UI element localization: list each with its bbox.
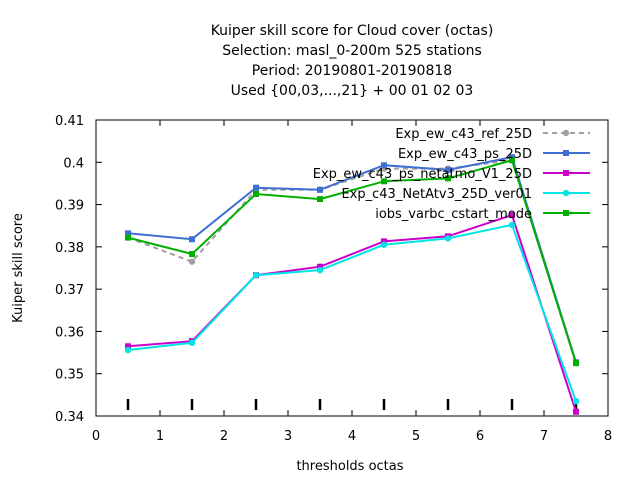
legend-item: Exp_ew_c43_ps_netatmo_V1_25D [313, 167, 590, 182]
x-tick-label: 1 [156, 429, 164, 444]
x-tick-label: 3 [284, 429, 292, 444]
series-line [127, 158, 577, 364]
legend-marker [562, 189, 570, 197]
data-point [317, 196, 323, 203]
data-point [253, 191, 259, 197]
legend-marker [562, 129, 570, 137]
chart-title-line: Selection: masl_0-200m 525 stations [222, 43, 482, 59]
chart-title-line: Kuiper skill score for Cloud cover (octa… [211, 23, 494, 39]
y-tick-label: 0.38 [55, 241, 84, 256]
legend-label: Exp_ew_c43_ref_25D [395, 127, 532, 142]
legend-item: Exp_c43_NetAtv3_25D_ver01 [341, 187, 590, 202]
data-point [317, 186, 323, 193]
x-tick-label: 4 [348, 429, 356, 444]
legend-item: Exp_ew_c43_ps_25D [398, 147, 590, 162]
y-tick-label: 0.35 [55, 368, 84, 383]
data-point [125, 343, 131, 350]
series-line [127, 223, 577, 402]
legend-label: Exp_ew_c43_ps_25D [398, 147, 532, 162]
x-tick-label: 6 [476, 429, 484, 444]
data-point [573, 360, 579, 367]
data-point [380, 241, 388, 248]
y-tick-label: 0.4 [63, 156, 84, 171]
data-point [253, 184, 259, 191]
data-point [189, 251, 195, 258]
x-tick-label: 8 [604, 429, 612, 444]
legend-item: Exp_ew_c43_ref_25D [395, 127, 590, 142]
y-tick-label: 0.34 [55, 410, 84, 425]
data-point [444, 235, 452, 242]
data-point [188, 258, 196, 265]
series-group [125, 157, 579, 367]
x-tick-label: 7 [540, 429, 548, 444]
series-line [127, 156, 577, 363]
x-tick-label: 2 [220, 429, 228, 444]
x-tick-label: 0 [92, 429, 100, 444]
legend-marker [563, 210, 569, 216]
legend-marker [563, 150, 569, 156]
plot-frame [95, 119, 609, 417]
chart-title-line: Period: 20190801-20190818 [252, 63, 452, 79]
threshold-marks [126, 399, 578, 410]
data-point [572, 398, 580, 405]
data-point [252, 271, 260, 279]
data-point [445, 166, 451, 173]
y-tick-label: 0.41 [55, 114, 84, 129]
data-point [124, 346, 132, 354]
legend: Exp_ew_c43_ref_25D Exp_ew_c43_ps_25D Exp_e… [313, 127, 590, 222]
series-group [125, 212, 579, 415]
data-point [573, 408, 579, 415]
data-point [381, 178, 387, 185]
series-layer [124, 154, 580, 415]
legend-label: Exp_ew_c43_ps_netatmo_V1_25D [313, 167, 532, 182]
legend-label: iobs_varbc_cstart_mode [375, 207, 532, 222]
data-point [125, 234, 131, 241]
y-tick-label: 0.39 [55, 199, 84, 214]
x-tick-label: 5 [412, 429, 420, 444]
data-point [188, 339, 196, 347]
series-group [124, 221, 580, 405]
y-tick-label: 0.37 [55, 283, 84, 298]
series-line [127, 159, 577, 364]
legend-item: iobs_varbc_cstart_mode [375, 207, 590, 222]
y-axis-label: Kuiper skill score [11, 213, 26, 323]
data-point [189, 236, 195, 243]
y-tick-label: 0.36 [55, 325, 84, 340]
data-point [509, 212, 515, 219]
data-point [508, 221, 516, 229]
axes: 0 1 2 3 4 5 6 7 8 0.34 0.35 0.36 0.37 0.38 0.39 0.4 0.41 [55, 114, 612, 444]
chart-title-line: Used {00,03,...,21} + 00 01 02 03 [231, 83, 474, 99]
series-line [127, 213, 577, 413]
chart-title: Kuiper skill score for Cloud cover (octa… [211, 23, 494, 99]
legend-marker [563, 170, 569, 176]
data-point [381, 162, 387, 169]
data-point [445, 175, 451, 182]
x-axis-label: thresholds octas [296, 459, 403, 474]
data-point [509, 157, 515, 164]
data-point [381, 238, 387, 245]
legend-label: Exp_c43_NetAtv3_25D_ver01 [341, 187, 532, 202]
data-point [317, 263, 323, 270]
data-point [125, 230, 131, 237]
data-point [316, 266, 324, 274]
